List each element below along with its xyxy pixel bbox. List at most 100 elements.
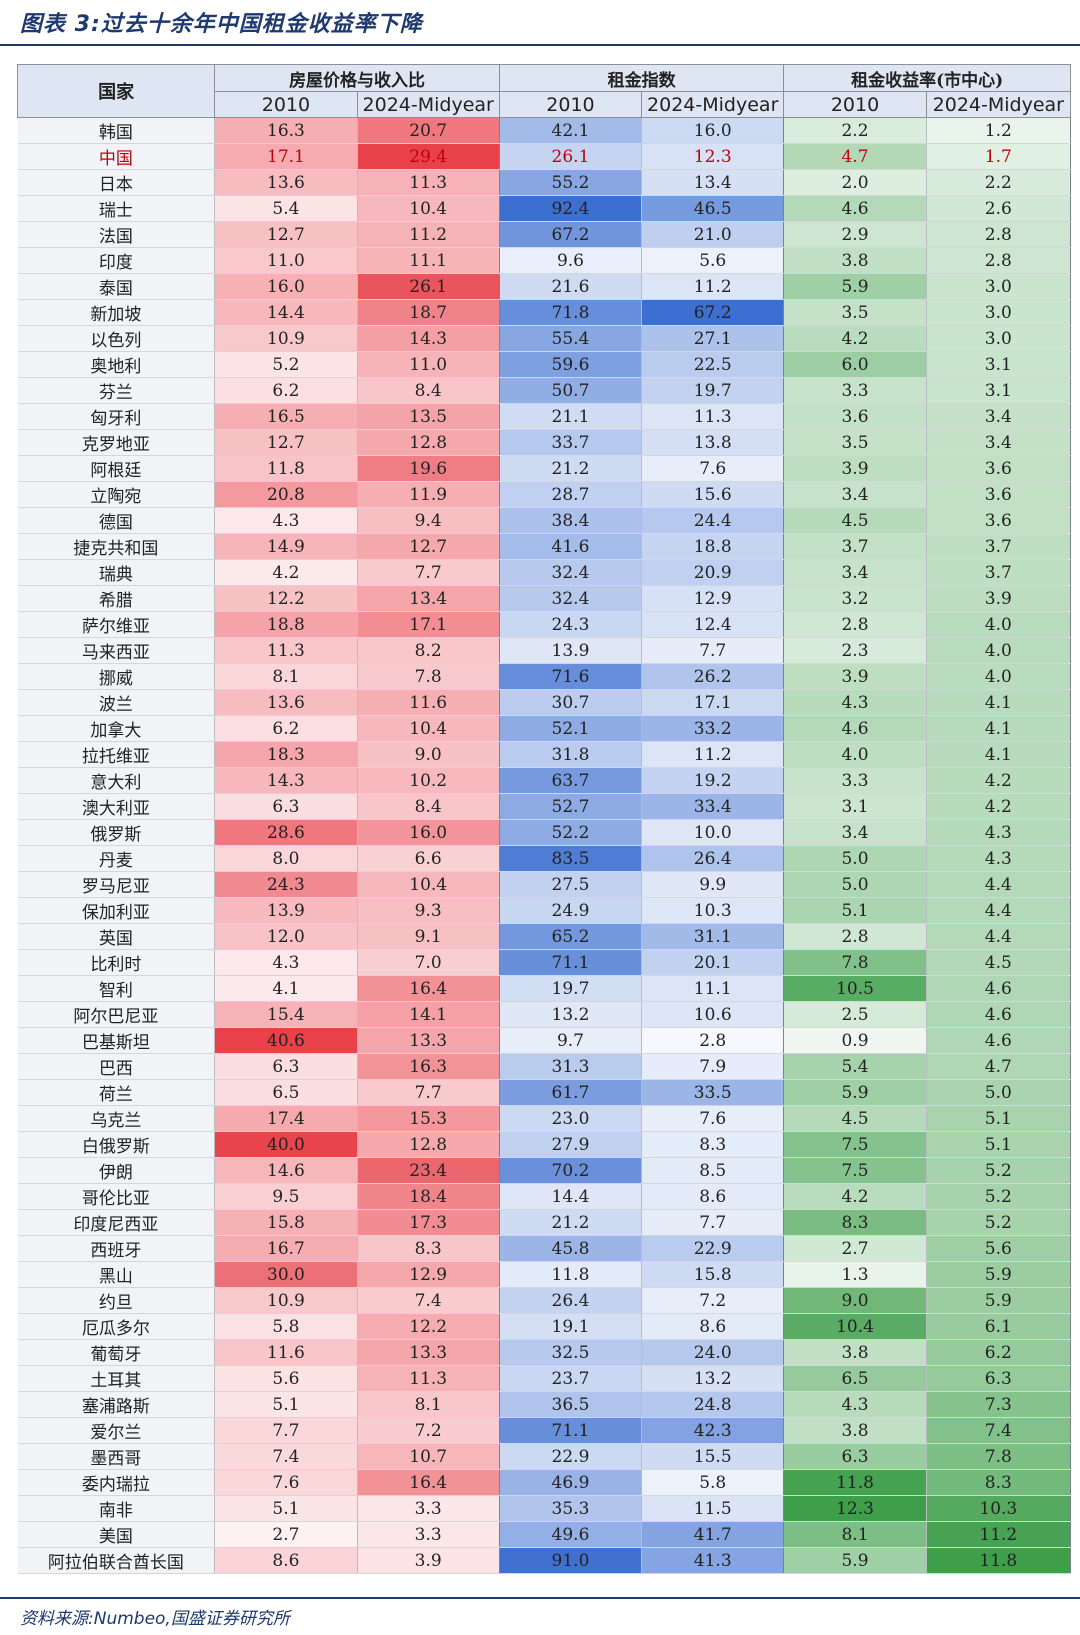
value-cell-rent-2024: 24.8 — [641, 1391, 785, 1418]
country-cell: 美国 — [17, 1521, 216, 1548]
source-note: 资料来源:Numbeo,国盛证券研究所 — [20, 1609, 290, 1629]
table-row: 保加利亚 13.9 9.3 24.9 10.3 5.1 4.4 — [17, 897, 1072, 924]
value-cell-yield-2010: 12.3 — [783, 1495, 927, 1522]
value-cell-rent-2010: 41.6 — [499, 533, 643, 560]
value-cell-price-2010: 14.4 — [214, 299, 358, 326]
value-cell-yield-2010: 5.4 — [783, 1053, 927, 1080]
value-cell-rent-2024: 19.7 — [641, 377, 785, 404]
value-cell-price-2024: 16.4 — [357, 975, 500, 1002]
table-row: 罗马尼亚 24.3 10.4 27.5 9.9 5.0 4.4 — [17, 871, 1072, 898]
value-cell-price-2010: 9.5 — [214, 1183, 358, 1210]
value-cell-price-2010: 12.7 — [214, 221, 358, 248]
value-cell-price-2024: 12.9 — [357, 1261, 500, 1288]
value-cell-rent-2010: 21.6 — [499, 273, 643, 300]
value-cell-yield-2010: 7.5 — [783, 1131, 927, 1158]
value-cell-yield-2024: 8.3 — [926, 1469, 1072, 1496]
value-cell-yield-2024: 11.2 — [926, 1521, 1072, 1548]
value-cell-rent-2024: 5.6 — [641, 247, 785, 274]
value-cell-rent-2024: 67.2 — [641, 299, 785, 326]
country-cell: 阿拉伯联合酋长国 — [17, 1547, 216, 1574]
country-cell: 爱尔兰 — [17, 1417, 216, 1444]
table-row: 新加坡 14.4 18.7 71.8 67.2 3.5 3.0 — [17, 299, 1072, 326]
value-cell-rent-2010: 21.1 — [499, 403, 643, 430]
value-cell-yield-2024: 5.9 — [926, 1261, 1072, 1288]
country-cell: 委内瑞拉 — [17, 1469, 216, 1496]
value-cell-rent-2024: 2.8 — [641, 1027, 785, 1054]
value-cell-price-2010: 12.0 — [214, 923, 358, 950]
value-cell-rent-2010: 28.7 — [499, 481, 643, 508]
country-cell: 阿根廷 — [17, 455, 216, 482]
value-cell-yield-2010: 4.3 — [783, 1391, 927, 1418]
value-cell-yield-2010: 2.3 — [783, 637, 927, 664]
value-cell-price-2024: 10.4 — [357, 715, 500, 742]
value-cell-rent-2024: 8.5 — [641, 1157, 785, 1184]
value-cell-yield-2024: 4.4 — [926, 897, 1072, 924]
value-cell-price-2010: 4.3 — [214, 507, 358, 534]
value-cell-price-2010: 11.6 — [214, 1339, 358, 1366]
value-cell-price-2024: 3.3 — [357, 1495, 500, 1522]
country-cell: 希腊 — [17, 585, 216, 612]
value-cell-yield-2010: 4.6 — [783, 715, 927, 742]
value-cell-rent-2010: 13.2 — [499, 1001, 643, 1028]
value-cell-yield-2024: 4.6 — [926, 1001, 1072, 1028]
value-cell-yield-2024: 6.3 — [926, 1365, 1072, 1392]
value-cell-yield-2024: 3.9 — [926, 585, 1072, 612]
value-cell-price-2010: 15.4 — [214, 1001, 358, 1028]
value-cell-rent-2010: 38.4 — [499, 507, 643, 534]
value-cell-price-2010: 13.6 — [214, 689, 358, 716]
table-row: 捷克共和国 14.9 12.7 41.6 18.8 3.7 3.7 — [17, 533, 1072, 560]
value-cell-price-2024: 11.3 — [357, 1365, 500, 1392]
value-cell-price-2010: 7.6 — [214, 1469, 358, 1496]
country-cell: 立陶宛 — [17, 481, 216, 508]
value-cell-yield-2010: 3.6 — [783, 403, 927, 430]
value-cell-price-2010: 20.8 — [214, 481, 358, 508]
value-cell-price-2010: 5.2 — [214, 351, 358, 378]
value-cell-yield-2024: 3.0 — [926, 299, 1072, 326]
value-cell-rent-2024: 42.3 — [641, 1417, 785, 1444]
value-cell-price-2024: 29.4 — [357, 143, 500, 170]
data-table: 国家 房屋价格与收入比 租金指数 租金收益率(市中心) 2010 2024-Mi… — [16, 64, 1072, 1574]
value-cell-price-2010: 6.3 — [214, 793, 358, 820]
value-cell-rent-2010: 26.1 — [499, 143, 643, 170]
table-row: 墨西哥 7.4 10.7 22.9 15.5 6.3 7.8 — [17, 1443, 1072, 1470]
value-cell-yield-2024: 3.7 — [926, 533, 1072, 560]
value-cell-price-2010: 6.3 — [214, 1053, 358, 1080]
value-cell-yield-2010: 3.4 — [783, 559, 927, 586]
value-cell-yield-2010: 4.5 — [783, 1105, 927, 1132]
value-cell-rent-2010: 50.7 — [499, 377, 643, 404]
value-cell-rent-2010: 11.8 — [499, 1261, 643, 1288]
value-cell-rent-2010: 59.6 — [499, 351, 643, 378]
value-cell-price-2024: 3.9 — [357, 1547, 500, 1574]
value-cell-rent-2024: 13.8 — [641, 429, 785, 456]
value-cell-rent-2024: 15.5 — [641, 1443, 785, 1470]
country-cell: 捷克共和国 — [17, 533, 216, 560]
value-cell-rent-2010: 91.0 — [499, 1547, 643, 1574]
value-cell-price-2010: 18.8 — [214, 611, 358, 638]
value-cell-price-2010: 16.5 — [214, 403, 358, 430]
table-row: 瑞典 4.2 7.7 32.4 20.9 3.4 3.7 — [17, 559, 1072, 586]
table-row: 阿尔巴尼亚 15.4 14.1 13.2 10.6 2.5 4.6 — [17, 1001, 1072, 1028]
country-cell: 克罗地亚 — [17, 429, 216, 456]
value-cell-price-2010: 5.1 — [214, 1495, 358, 1522]
source-rule — [0, 1597, 1080, 1599]
table-row: 黑山 30.0 12.9 11.8 15.8 1.3 5.9 — [17, 1261, 1072, 1288]
value-cell-rent-2024: 8.3 — [641, 1131, 785, 1158]
country-cell: 拉托维亚 — [17, 741, 216, 768]
value-cell-yield-2010: 2.7 — [783, 1235, 927, 1262]
value-cell-rent-2024: 33.4 — [641, 793, 785, 820]
country-cell: 泰国 — [17, 273, 216, 300]
value-cell-rent-2024: 19.2 — [641, 767, 785, 794]
table-row: 印度 11.0 11.1 9.6 5.6 3.8 2.8 — [17, 247, 1072, 274]
value-cell-price-2024: 13.3 — [357, 1027, 500, 1054]
value-cell-yield-2010: 10.5 — [783, 975, 927, 1002]
value-cell-yield-2024: 3.1 — [926, 377, 1072, 404]
value-cell-price-2024: 8.4 — [357, 793, 500, 820]
country-cell: 西班牙 — [17, 1235, 216, 1262]
col-header-rent-2024: 2024-Midyear — [641, 91, 785, 118]
value-cell-price-2024: 9.1 — [357, 923, 500, 950]
table-row: 德国 4.3 9.4 38.4 24.4 4.5 3.6 — [17, 507, 1072, 534]
table-row: 立陶宛 20.8 11.9 28.7 15.6 3.4 3.6 — [17, 481, 1072, 508]
value-cell-yield-2010: 5.0 — [783, 871, 927, 898]
table-row: 爱尔兰 7.7 7.2 71.1 42.3 3.8 7.4 — [17, 1417, 1072, 1444]
value-cell-price-2024: 19.6 — [357, 455, 500, 482]
